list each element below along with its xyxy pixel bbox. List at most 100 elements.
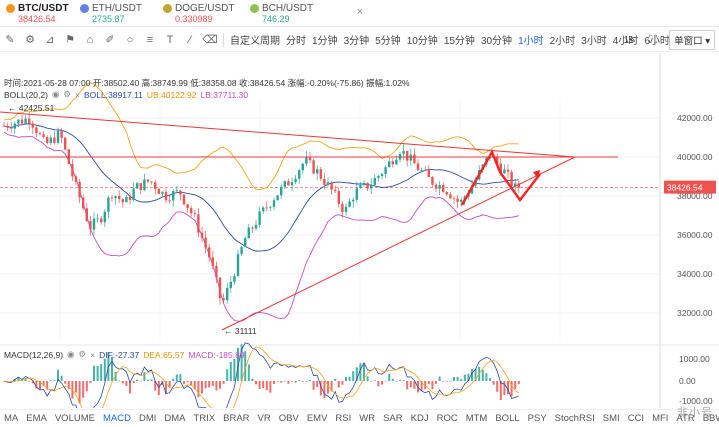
timeframe-button[interactable]: 1小时 <box>518 36 544 47</box>
circle-icon[interactable]: ○ <box>126 33 134 46</box>
indicator-tab[interactable]: VR <box>257 413 271 424</box>
timeframe-button[interactable]: 3分钟 <box>343 36 370 47</box>
timeframe-button[interactable]: 2小时 <box>549 36 576 47</box>
candle-body <box>272 200 276 207</box>
macd-bar <box>280 381 283 383</box>
flag-icon[interactable]: ⚑ <box>65 34 75 46</box>
indicator-tab[interactable]: BBW <box>702 413 719 424</box>
indicator-tab[interactable]: EMA <box>26 413 47 424</box>
window-layout-select[interactable]: 单窗口 ▾ <box>669 30 715 50</box>
timeframe-button[interactable]: 4小时 <box>612 36 639 47</box>
timeframe-button[interactable]: 1分钟 <box>312 36 338 47</box>
indicator-tab[interactable]: ROC <box>436 413 458 424</box>
eye-icon[interactable]: ◉ <box>51 89 60 99</box>
ticker-symbol: DOGE/USDT <box>175 3 235 14</box>
timeframe-button[interactable]: 30分钟 <box>480 36 513 47</box>
price-chart[interactable]: ← 42425.51 ← 31111 42000.00 40000.00 38000.… <box>0 53 719 408</box>
settings-icon[interactable]: ⚙ <box>63 89 71 99</box>
text-icon[interactable]: T <box>166 33 174 46</box>
indicator-tab[interactable]: MACD <box>102 413 131 424</box>
candle-body <box>136 183 139 189</box>
candle-body <box>373 177 376 185</box>
candle-body <box>341 203 344 212</box>
ticker-btc-usdt[interactable]: BTC/USDT 38426.54 <box>6 3 69 25</box>
timeframe-button[interactable]: 15分钟 <box>443 36 475 47</box>
brush-icon[interactable]: ✐ <box>105 34 115 46</box>
candle-body <box>370 184 373 189</box>
chart-toolbar: ✎ ⚙ ⊿ ⚑ ⌂ ✐ ○ ≡ T ∕ ⌫ 自定义周期 分时 1分钟 3分钟 5分钟 1… <box>0 28 719 52</box>
macd-bar <box>165 381 167 394</box>
candle-body <box>301 163 304 171</box>
indicator-tab[interactable]: DMA <box>164 413 186 424</box>
indicator-tab[interactable]: OBV <box>278 413 299 424</box>
eye-icon[interactable]: ◉ <box>67 349 75 359</box>
macd-bar <box>233 359 236 381</box>
indicator-tab[interactable]: MFI <box>652 413 669 424</box>
indicator-tab[interactable]: ATR <box>676 413 695 424</box>
macd-bar <box>453 377 455 381</box>
candle-body <box>456 198 459 202</box>
interval-label[interactable]: 1s <box>623 34 635 46</box>
macd-dea-line <box>3 346 520 408</box>
timeframe-button[interactable]: 5分钟 <box>375 36 401 47</box>
macd-bar <box>10 381 13 382</box>
fullscreen-icon[interactable]: ⛶ <box>649 33 657 46</box>
trash-icon[interactable]: ⌫ <box>202 34 218 46</box>
settings-icon[interactable]: ⚙ <box>78 349 87 359</box>
candle-body <box>193 213 196 215</box>
indicator-tab[interactable]: VOLUME <box>54 413 95 424</box>
indicator-tab[interactable]: BOLL <box>495 413 520 424</box>
candle-body <box>506 169 510 172</box>
close-icon[interactable]: × <box>356 6 363 18</box>
macd-bar <box>377 381 380 387</box>
macd-bar <box>442 381 445 382</box>
timeframe-button[interactable]: 10分钟 <box>406 36 438 47</box>
fib-icon[interactable]: ≡ <box>146 33 154 46</box>
indicator-tab[interactable]: RSI <box>335 413 352 424</box>
indicator-tab[interactable]: EMV <box>306 413 328 424</box>
draw-icon[interactable]: ✎ <box>5 34 15 46</box>
candle-body <box>316 169 319 174</box>
candle-body <box>20 119 24 124</box>
close-icon[interactable]: × <box>75 89 80 100</box>
indicator-tab[interactable]: MA <box>4 413 19 424</box>
measure-icon[interactable]: ⊿ <box>45 34 55 46</box>
timeframe-button[interactable]: 6小时 <box>644 36 670 47</box>
indicator-tab[interactable]: BRAR <box>223 413 250 424</box>
macd-bar <box>67 381 70 389</box>
macd-bar <box>17 377 20 381</box>
indicator-tab[interactable]: CCI <box>627 413 645 424</box>
timeframe-button[interactable]: 3小时 <box>581 36 607 47</box>
indicator-tab[interactable]: KDJ <box>410 413 429 424</box>
macd-bar <box>341 381 344 385</box>
indicator-tab[interactable]: MTM <box>465 413 488 424</box>
settings-icon[interactable]: ⚙ <box>25 34 35 46</box>
macd-bar <box>111 356 113 381</box>
lock-icon[interactable]: ⌂ <box>86 33 94 46</box>
timeframe-button[interactable]: 分时 <box>286 36 306 47</box>
candle-body <box>85 208 88 222</box>
candle-body <box>395 159 398 165</box>
indicator-tab[interactable]: StochRSI <box>554 413 595 424</box>
close-icon[interactable]: × <box>90 349 96 360</box>
coin-icon <box>80 4 89 13</box>
candle-body <box>17 119 20 124</box>
indicator-tab[interactable]: WR <box>359 413 376 424</box>
line-icon[interactable]: ∕ <box>189 33 191 46</box>
price-tick: 42000.00 <box>677 113 713 123</box>
indicator-tab[interactable]: PSY <box>527 413 547 424</box>
indicator-tab[interactable]: SAR <box>383 413 403 424</box>
macd-bar <box>183 381 185 384</box>
macd-bar <box>399 380 401 381</box>
macd-bar <box>431 381 434 390</box>
indicator-tab[interactable]: DMI <box>138 413 157 424</box>
ticker-eth-usdt[interactable]: ETH/USDT 2735.87 <box>80 3 142 25</box>
custom-period-button[interactable]: 自定义周期 <box>230 36 280 47</box>
indicator-tab[interactable]: TRIX <box>193 413 216 424</box>
candle-body <box>334 189 337 191</box>
macd-bar <box>143 372 146 381</box>
candle-body <box>308 157 312 161</box>
ticker-doge-usdt[interactable]: DOGE/USDT 0.330989 <box>163 3 234 25</box>
indicator-tab[interactable]: SMI <box>602 413 620 424</box>
ticker-bch-usdt[interactable]: BCH/USDT 746.29 <box>250 3 313 25</box>
